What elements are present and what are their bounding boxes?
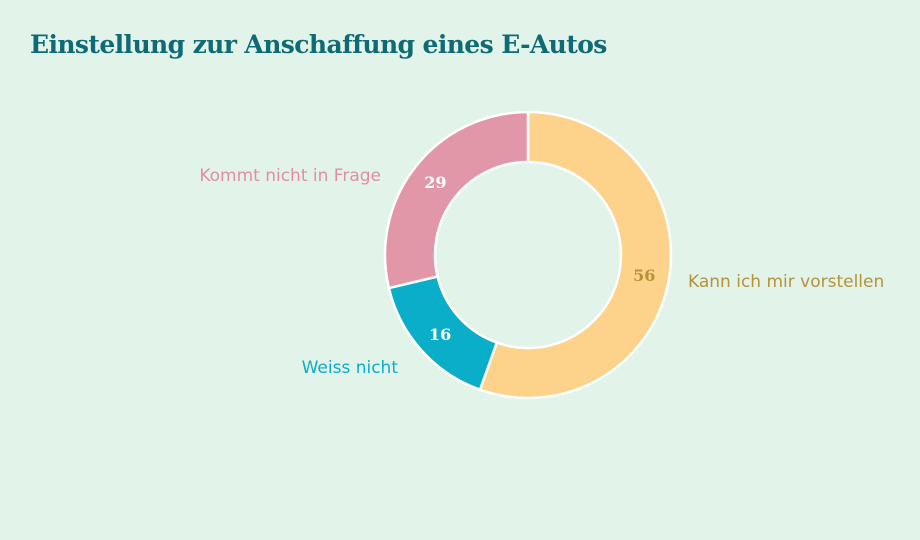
category-label-weiss-nicht: Weiss nicht — [302, 358, 399, 378]
donut-slices — [383, 110, 673, 400]
category-label-kann-ich-mir-vorstellen: Kann ich mir vorstellen — [688, 272, 884, 292]
slice-kann-ich-mir-vorstellen — [478, 110, 673, 400]
slice-kommt-nicht-in-frage — [383, 110, 530, 290]
chart-title: Einstellung zur Anschaffung eines E-Auto… — [30, 30, 607, 59]
value-label-kommt-nicht-in-frage: 29 — [424, 173, 446, 192]
value-label-weiss-nicht: 16 — [429, 325, 451, 344]
value-label-kann-ich-mir-vorstellen: 56 — [633, 266, 655, 285]
donut-labels: 56 Kann ich mir vorstellen 16 Weiss nicht 29… — [199, 166, 884, 378]
category-label-kommt-nicht-in-frage: Kommt nicht in Frage — [199, 166, 381, 186]
